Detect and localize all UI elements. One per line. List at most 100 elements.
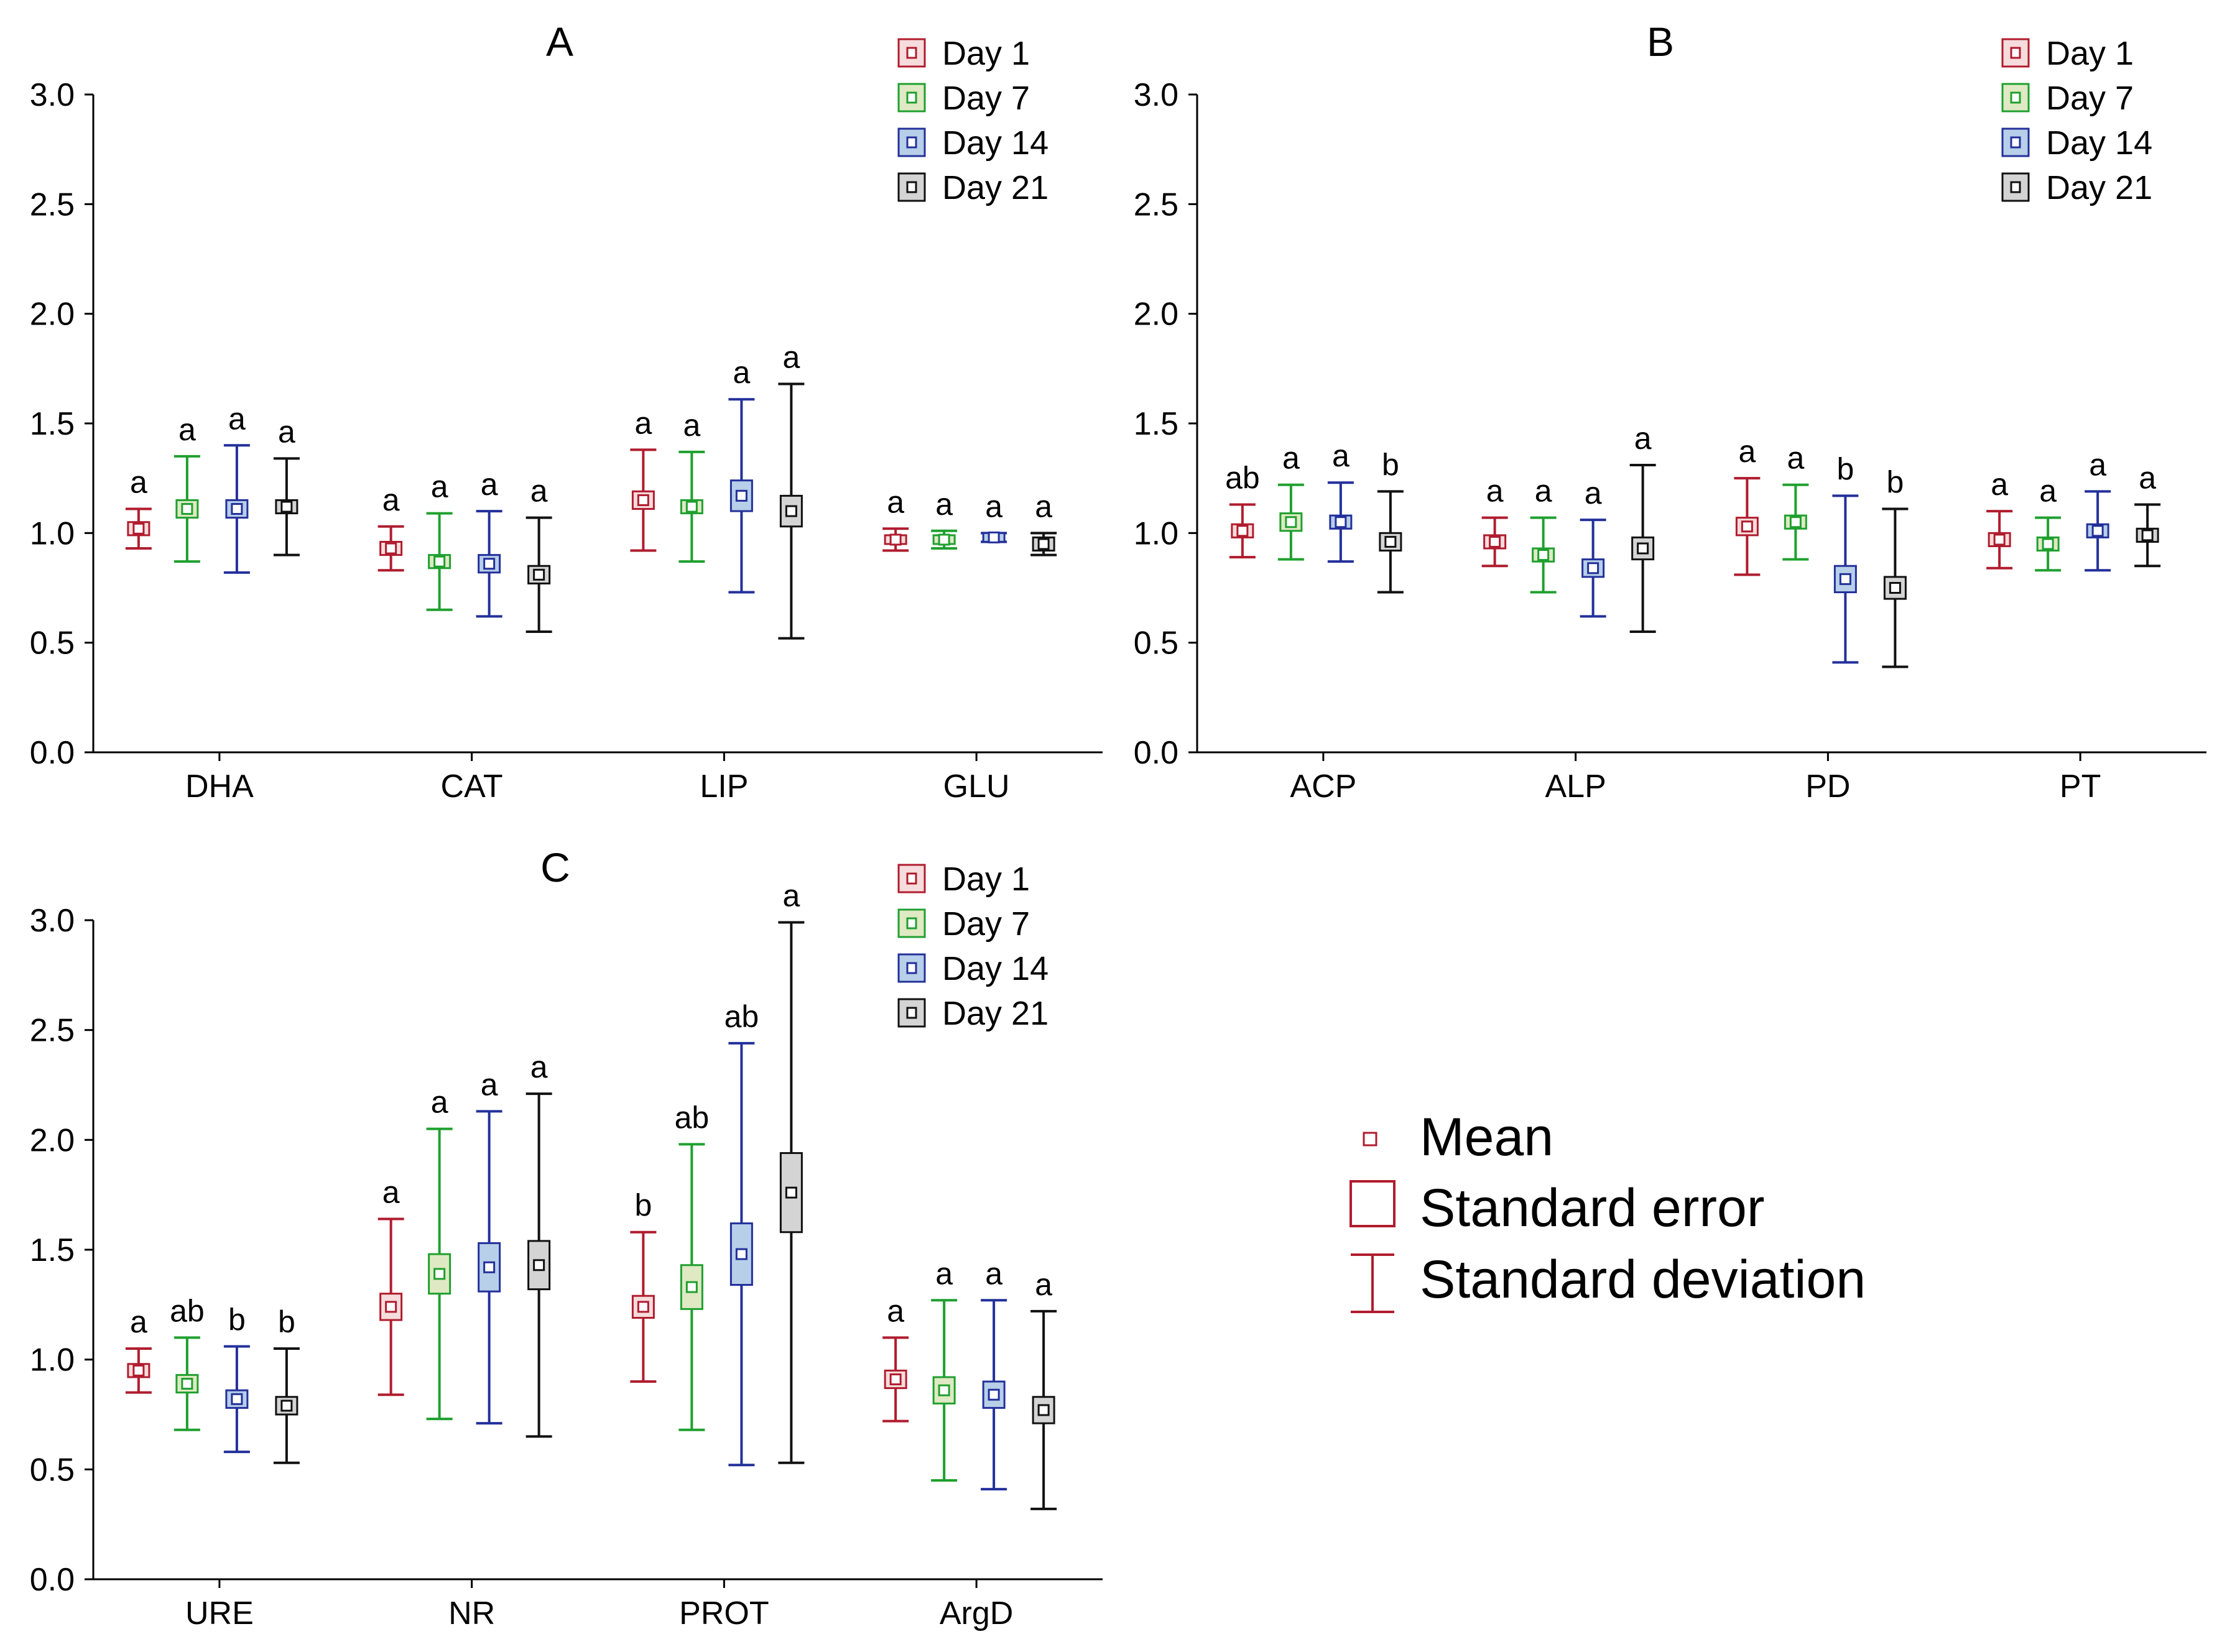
key-mean-label: Mean — [1420, 1107, 1553, 1167]
significance-letter: a — [935, 487, 953, 522]
legend-label: Day 14 — [2046, 124, 2152, 162]
significance-letter: a — [935, 1256, 953, 1291]
y-tick-label: 2.0 — [30, 1122, 75, 1158]
significance-letter: a — [733, 355, 750, 390]
y-tick-label: 2.0 — [1134, 297, 1178, 333]
significance-letter: a — [431, 469, 448, 504]
y-tick-label: 1.5 — [30, 1232, 75, 1268]
legend: Day 1 Day 7 Day 14 Day 21 — [897, 861, 1049, 1032]
x-tick-label: URE — [185, 1595, 254, 1631]
mean-marker — [735, 489, 748, 502]
mean-marker — [385, 1301, 397, 1313]
mean-marker — [938, 533, 950, 546]
significance-letter: a — [130, 1304, 147, 1339]
y-tick-label: 2.5 — [1134, 187, 1178, 223]
mean-marker — [132, 522, 145, 535]
mean-marker — [231, 503, 243, 515]
mean-marker — [2042, 538, 2054, 550]
significance-letter: b — [1886, 465, 1904, 500]
y-tick-label: 0.0 — [30, 1562, 75, 1598]
key-se-label: Standard error — [1420, 1178, 1765, 1238]
y-tick-label: 1.5 — [30, 406, 75, 442]
x-tick-label: ArgD — [940, 1595, 1013, 1631]
legend-mean-marker — [906, 1007, 917, 1019]
mean-marker — [181, 1378, 193, 1390]
significance-letter: a — [530, 474, 548, 509]
mean-marker — [889, 533, 902, 546]
legend-label: Day 21 — [942, 995, 1049, 1032]
mean-marker — [1993, 533, 2006, 546]
significance-letter: a — [1991, 467, 2008, 502]
panel-title: A — [546, 19, 573, 65]
series-day1: aa ba — [125, 1175, 909, 1423]
key-sd-label: Standard deviation — [1420, 1250, 1866, 1309]
series-day1: ab aaa — [1225, 434, 2013, 576]
legend-label: Day 7 — [942, 80, 1030, 117]
significance-letter: a — [985, 1256, 1002, 1291]
significance-letter: b — [1836, 451, 1854, 486]
significance-letter: a — [2089, 447, 2106, 482]
significance-letter: a — [2039, 474, 2057, 509]
mean-marker — [1587, 562, 1599, 575]
panel-title: B — [1647, 19, 1674, 65]
significance-letter: ab — [170, 1293, 205, 1328]
significance-letter: a — [2139, 460, 2156, 495]
mean-marker — [735, 1248, 748, 1260]
y-tick-label: 3.0 — [30, 77, 75, 113]
y-tick-label: 1.0 — [30, 1342, 75, 1378]
mean-marker — [2091, 525, 2104, 537]
significance-letter: ab — [724, 999, 759, 1034]
se-box — [1032, 1396, 1055, 1424]
y-tick-label: 1.0 — [30, 515, 75, 551]
mean-marker — [1037, 538, 1050, 550]
x-tick-label: ACP — [1290, 768, 1356, 805]
legend-mean-marker — [906, 47, 917, 59]
mean-marker — [685, 1281, 698, 1293]
mean-marker — [1384, 535, 1397, 548]
mean-marker — [1789, 516, 1802, 528]
legend-mean-marker — [906, 91, 917, 104]
mean-marker — [988, 531, 1000, 543]
significance-letter: ab — [675, 1100, 710, 1135]
legend-mean-marker — [2010, 47, 2021, 59]
mean-marker — [988, 1388, 1000, 1401]
mean-marker — [785, 1186, 797, 1199]
mean-marker — [1889, 582, 1901, 594]
mean-marker — [1285, 516, 1297, 528]
y-tick-label: 3.0 — [30, 903, 75, 939]
mean-marker — [533, 1259, 545, 1271]
mean-marker — [280, 501, 293, 513]
significance-letter: a — [1035, 489, 1052, 524]
se-box — [527, 1240, 551, 1291]
mean-marker — [1839, 573, 1851, 585]
significance-letter: a — [887, 484, 904, 519]
legend-mean-marker — [906, 872, 917, 885]
mean-marker — [231, 1393, 243, 1405]
legend-label: Day 14 — [942, 950, 1049, 987]
y-tick-label: 0.5 — [30, 625, 75, 662]
significance-letter: a — [1282, 441, 1300, 476]
y-tick-label: 2.0 — [30, 297, 75, 333]
panel-title: C — [540, 844, 570, 890]
y-tick-label: 0.0 — [30, 735, 75, 771]
mean-marker — [483, 558, 496, 570]
legend-mean-marker — [2010, 136, 2021, 149]
mean-marker — [280, 1400, 293, 1412]
y-tick-label: 1.5 — [1134, 406, 1178, 442]
mean-marker — [785, 505, 797, 517]
significance-letter: a — [1332, 438, 1349, 473]
se-box — [932, 1376, 956, 1405]
legend-label: Day 21 — [942, 169, 1049, 206]
mean-marker — [2141, 529, 2154, 542]
significance-letter: a — [634, 405, 652, 440]
significance-letter: a — [1035, 1267, 1052, 1302]
y-tick-label: 0.5 — [1134, 625, 1178, 662]
significance-letter: a — [178, 412, 196, 447]
legend-label: Day 21 — [2046, 169, 2152, 206]
significance-letter: a — [431, 1085, 448, 1120]
x-tick-label: PD — [1805, 768, 1850, 805]
